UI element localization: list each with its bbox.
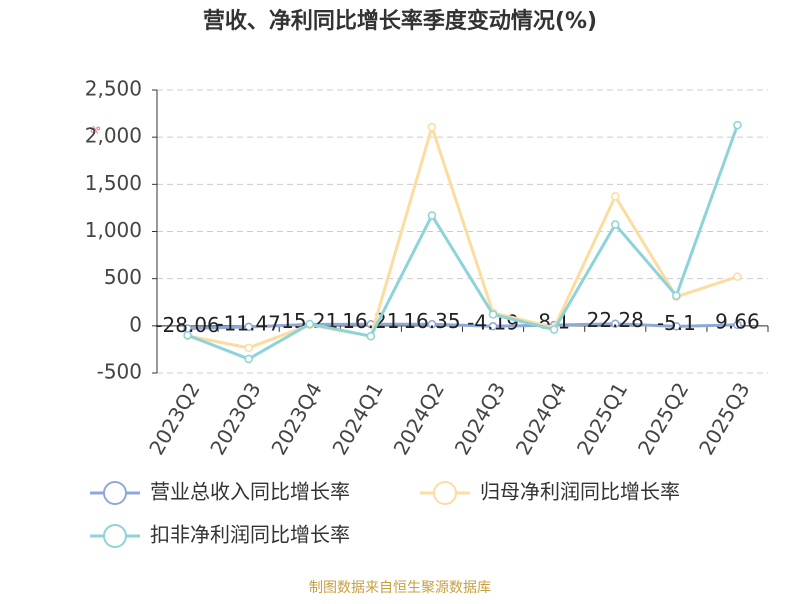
legend-marker — [103, 481, 127, 505]
y-tick-label: 1,500 — [85, 171, 142, 195]
data-point — [244, 343, 253, 353]
data-point — [305, 319, 314, 329]
data-point — [549, 325, 559, 334]
data-point — [183, 331, 192, 340]
data-label: 16.21 — [342, 309, 399, 333]
data-point — [427, 122, 437, 132]
data-point — [733, 272, 742, 281]
data-label: 16.35 — [403, 309, 460, 333]
data-point — [611, 319, 620, 328]
x-tick-label: 2024Q4 — [511, 378, 571, 459]
data-point — [427, 211, 437, 220]
x-tick-label: 2023Q2 — [144, 378, 204, 459]
x-tick-label: 2024Q1 — [327, 378, 387, 459]
x-tick-label: 2023Q3 — [205, 378, 265, 459]
data-point — [733, 320, 742, 330]
data-point — [733, 120, 742, 130]
y-tick-label: -500 — [97, 360, 142, 384]
x-tick-label: 2025Q2 — [633, 378, 693, 459]
series-line — [187, 322, 738, 330]
legend-label: 归母净利润同比增长率 — [480, 480, 680, 504]
x-tick-label: 2025Q3 — [694, 378, 754, 459]
y-tick-label: 1,000 — [85, 218, 142, 242]
data-label: 9.66 — [715, 309, 760, 333]
data-label: -5.1 — [657, 311, 696, 335]
data-point — [672, 291, 681, 300]
legend-label: 扣非净利润同比增长率 — [150, 523, 350, 547]
unit-label: % — [89, 123, 103, 137]
y-tick-label: 2,000 — [85, 124, 142, 148]
y-tick-label: 0 — [129, 312, 142, 336]
legend-label: 营业总收入同比增长率 — [150, 480, 350, 504]
data-point — [244, 322, 253, 332]
data-point — [244, 354, 253, 364]
data-point — [366, 331, 376, 341]
legend-marker — [103, 524, 127, 548]
data-point — [488, 310, 498, 319]
data-point — [427, 320, 437, 329]
data-label: -11.47 — [216, 311, 280, 335]
x-tick-label: 2024Q2 — [389, 378, 449, 459]
chart-title: 营收、净利同比增长率季度变动情况(%) — [203, 8, 597, 34]
series-line — [187, 122, 738, 350]
data-point — [611, 220, 620, 229]
y-tick-label: 2,500 — [85, 77, 142, 101]
data-point — [611, 192, 620, 201]
y-tick-label: 500 — [104, 265, 142, 289]
data-point — [488, 321, 498, 331]
x-tick-label: 2024Q3 — [450, 378, 510, 459]
legend-marker — [433, 481, 457, 505]
x-tick-label: 2025Q1 — [572, 378, 632, 459]
data-label: 22.28 — [587, 308, 644, 332]
data-point — [672, 322, 681, 331]
x-tick-label: 2023Q4 — [266, 378, 326, 459]
series-line — [187, 124, 739, 361]
source-note: 制图数据来自恒生聚源数据库 — [309, 580, 491, 596]
